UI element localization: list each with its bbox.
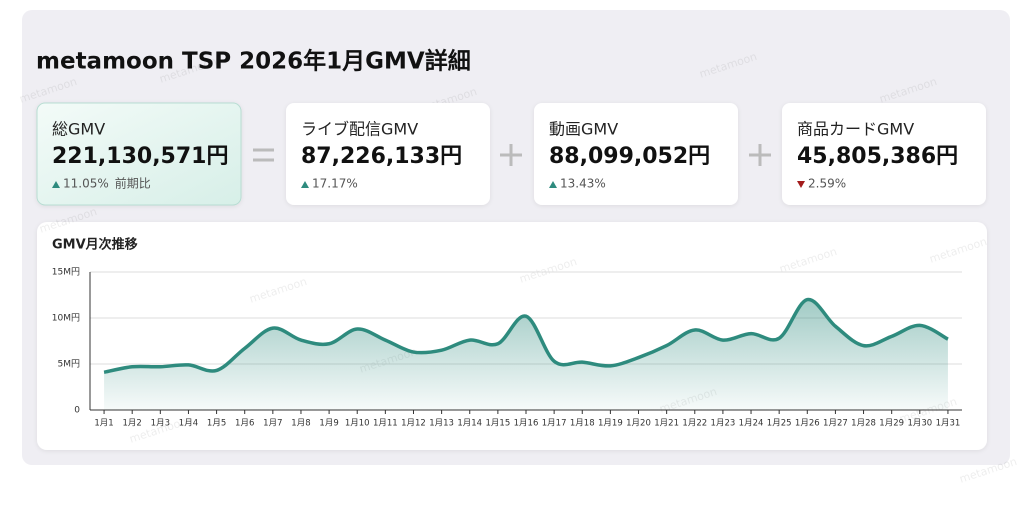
kpi-label: ライブ配信GMV bbox=[301, 120, 418, 139]
kpi-change: 13.43% bbox=[560, 177, 606, 191]
x-tick-label: 1月14 bbox=[457, 419, 482, 429]
x-tick-label: 1月7 bbox=[263, 419, 282, 429]
x-tick-label: 1月22 bbox=[682, 419, 707, 429]
plus-sign bbox=[500, 144, 522, 166]
x-tick-label: 1月16 bbox=[514, 419, 539, 429]
x-tick-label: 1月23 bbox=[711, 419, 736, 429]
x-tick-label: 1月17 bbox=[542, 419, 567, 429]
x-tick-label: 1月29 bbox=[879, 419, 904, 429]
x-tick-label: 1月15 bbox=[486, 419, 511, 429]
x-tick-label: 1月3 bbox=[151, 419, 170, 429]
x-tick-label: 1月12 bbox=[401, 419, 426, 429]
x-tick-label: 1月8 bbox=[291, 419, 310, 429]
x-tick-label: 1月11 bbox=[373, 419, 398, 429]
kpi-change: 2.59% bbox=[808, 177, 846, 191]
kpi-card bbox=[286, 103, 490, 205]
kpi-card bbox=[36, 102, 242, 206]
plus-sign bbox=[749, 144, 771, 166]
kpi-change: 17.17% bbox=[312, 177, 358, 191]
kpi-card bbox=[534, 103, 738, 205]
y-tick-label: 5M円 bbox=[58, 359, 81, 370]
x-tick-label: 1月24 bbox=[739, 419, 764, 429]
y-tick-label: 15M円 bbox=[52, 267, 80, 278]
x-tick-label: 1月1 bbox=[94, 419, 113, 429]
x-tick-label: 1月21 bbox=[654, 419, 679, 429]
trend-arrow bbox=[797, 181, 805, 188]
x-tick-label: 1月10 bbox=[345, 419, 370, 429]
kpi-value: 221,130,571円 bbox=[52, 144, 228, 169]
x-tick-label: 1月5 bbox=[207, 419, 226, 429]
kpi-value: 45,805,386円 bbox=[797, 144, 958, 169]
x-tick-label: 1月28 bbox=[851, 419, 876, 429]
trend-arrow bbox=[52, 181, 60, 188]
y-tick-label: 0 bbox=[74, 406, 80, 416]
x-tick-label: 1月2 bbox=[123, 419, 142, 429]
x-tick-label: 1月13 bbox=[429, 419, 454, 429]
trend-arrow bbox=[301, 181, 309, 188]
area-fill bbox=[104, 299, 948, 410]
x-tick-label: 1月20 bbox=[626, 419, 651, 429]
kpi-label: 動画GMV bbox=[549, 120, 618, 139]
line bbox=[103, 297, 949, 374]
kpi-label: 総GMV bbox=[52, 120, 105, 139]
trend-arrow bbox=[549, 181, 557, 188]
x-tick-label: 1月30 bbox=[907, 419, 932, 429]
kpi-value: 88,099,052円 bbox=[549, 144, 710, 169]
x-tick-label: 1月27 bbox=[823, 419, 848, 429]
kpi-value: 87,226,133円 bbox=[301, 144, 462, 169]
x-tick-label: 1月25 bbox=[767, 419, 792, 429]
x-tick-label: 1月6 bbox=[235, 419, 254, 429]
x-tick-label: 1月19 bbox=[598, 419, 623, 429]
page-title: metamoon TSP 2026年1月GMV詳細 bbox=[36, 48, 471, 75]
x-tick-label: 1月9 bbox=[319, 419, 338, 429]
x-tick-label: 1月31 bbox=[936, 419, 961, 429]
y-tick-label: 10M円 bbox=[52, 313, 80, 324]
kpi-card bbox=[782, 103, 986, 205]
x-tick-label: 1月26 bbox=[795, 419, 820, 429]
x-tick-label: 1月4 bbox=[179, 419, 198, 429]
kpi-label: 商品カードGMV bbox=[797, 120, 914, 139]
equals-sign bbox=[253, 148, 274, 162]
kpi-change: 11.05% bbox=[63, 177, 109, 191]
kpi-note: 前期比 bbox=[115, 176, 151, 191]
chart-title: GMV月次推移 bbox=[52, 237, 138, 253]
x-tick-label: 1月18 bbox=[570, 419, 595, 429]
